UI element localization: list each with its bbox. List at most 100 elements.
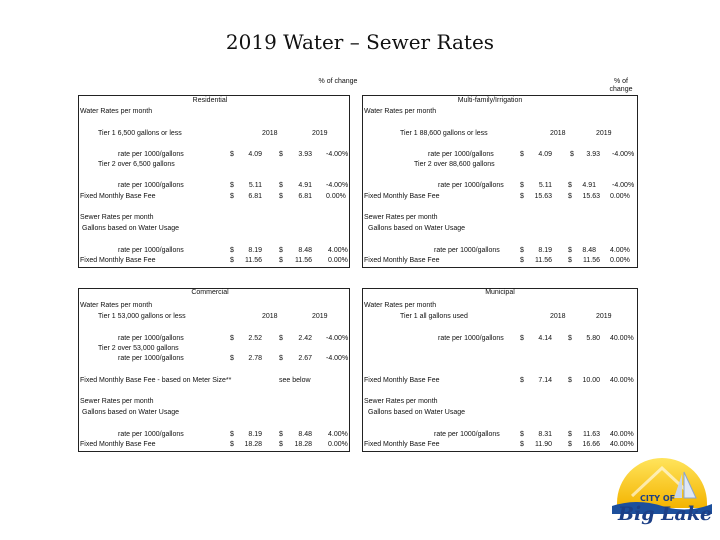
- commercial-rate1-pct: -4.00%: [326, 335, 349, 342]
- currency-symbol: $: [279, 355, 283, 362]
- municipal-year-2019: 2019: [596, 313, 612, 320]
- currency-symbol: $: [279, 247, 283, 254]
- multi-tier2-label: Tier 2 over 88,600 gallons: [414, 161, 495, 168]
- currency-symbol: $: [230, 431, 234, 438]
- municipal-sewer-fixed-pct: 40.00%: [610, 441, 634, 448]
- multi-header: Multi-family/Irrigation: [457, 97, 523, 104]
- currency-symbol: $: [279, 151, 283, 158]
- commercial-water-rates-label: Water Rates per month: [80, 302, 153, 309]
- residential-rate2-2019: 4.91: [298, 182, 312, 189]
- commercial-panel: [78, 288, 350, 452]
- residential-rate2-2018: 5.11: [248, 182, 262, 189]
- commercial-sewer-rate-label: rate per 1000/gallons: [118, 431, 184, 438]
- multi-rate1-2019: 3.93: [586, 151, 600, 158]
- commercial-sewer-label: Sewer Rates per month: [80, 398, 154, 405]
- municipal-sewer-fixed-label: Fixed Monthly Base Fee: [364, 441, 440, 448]
- currency-symbol: $: [230, 182, 234, 189]
- currency-symbol: $: [520, 257, 524, 264]
- multi-rate2-2019: 4.91: [582, 182, 596, 189]
- currency-symbol: $: [230, 247, 234, 254]
- logo-city-of-text: CITY OF: [640, 494, 676, 503]
- multi-sewer-fixed-2018: 11.56: [535, 257, 552, 264]
- currency-symbol: $: [230, 355, 234, 362]
- multi-rate1-2018: 4.09: [538, 151, 552, 158]
- multi-sewer-rate-pct: 4.00%: [610, 247, 630, 254]
- commercial-sewer-sub: Gallons based on Water Usage: [82, 409, 180, 416]
- residential-year-2018: 2018: [262, 130, 278, 137]
- currency-symbol: $: [520, 377, 524, 384]
- commercial-tier2-label: Tier 2 over 53,000 gallons: [98, 345, 179, 352]
- commercial-rate1-2019: 2.42: [298, 335, 312, 342]
- residential-sewer-fixed-label: Fixed Monthly Base Fee: [80, 257, 156, 264]
- municipal-year-2018: 2018: [550, 313, 566, 320]
- multi-rate1-pct: -4.00%: [612, 151, 635, 158]
- municipal-sewer-sub: Gallons based on Water Usage: [368, 409, 466, 416]
- multi-sewer-rate-label: rate per 1000/gallons: [434, 247, 500, 254]
- currency-symbol: $: [568, 247, 572, 254]
- multi-fixed-2019: 15.63: [582, 193, 600, 200]
- currency-symbol: $: [230, 257, 234, 264]
- currency-symbol: $: [568, 257, 572, 264]
- currency-symbol: $: [520, 247, 524, 254]
- commercial-header: Commercial: [191, 289, 229, 296]
- residential-rate2-pct: -4.00%: [326, 182, 349, 189]
- page-title: 2019 Water – Sewer Rates: [225, 30, 495, 54]
- residential-rate1-pct: -4.00%: [326, 151, 349, 158]
- municipal-header: Municipal: [485, 289, 515, 296]
- currency-symbol: $: [568, 193, 572, 200]
- multi-year-2019: 2019: [596, 130, 612, 137]
- currency-symbol: $: [230, 441, 234, 448]
- commercial-sewer-rate-2018: 8.19: [248, 431, 262, 438]
- commercial-sewer-fixed-label: Fixed Monthly Base Fee: [80, 441, 156, 448]
- commercial-sewer-fixed-2018: 18.28: [244, 441, 262, 448]
- municipal-rate1-2019: 5.80: [586, 335, 600, 342]
- residential-sewer-rate-pct: 4.00%: [328, 247, 348, 254]
- commercial-sewer-rate-2019: 8.48: [298, 431, 312, 438]
- currency-symbol: $: [568, 377, 572, 384]
- multi-tier1-label: Tier 1 88,600 gallons or less: [400, 130, 488, 137]
- city-logo-graphic: [612, 458, 712, 514]
- residential-tier1-label: Tier 1 6,500 gallons or less: [98, 130, 182, 137]
- multi-rate2-pct: -4.00%: [612, 182, 635, 189]
- multi-year-2018: 2018: [550, 130, 566, 137]
- municipal-fixed-pct: 40.00%: [610, 377, 634, 384]
- commercial-rate2-2018: 2.78: [248, 355, 262, 362]
- currency-symbol: $: [568, 441, 572, 448]
- commercial-sewer-fixed-2019: 18.28: [294, 441, 312, 448]
- currency-symbol: $: [279, 182, 283, 189]
- residential-fixed-2019: 6.81: [298, 193, 312, 200]
- currency-symbol: $: [279, 431, 283, 438]
- multi-sewer-rate-2018: 8.19: [538, 247, 552, 254]
- currency-symbol: $: [279, 335, 283, 342]
- currency-symbol: $: [568, 182, 572, 189]
- currency-symbol: $: [230, 151, 234, 158]
- currency-symbol: $: [520, 431, 524, 438]
- currency-symbol: $: [279, 257, 283, 264]
- commercial-rate2-2019: 2.67: [298, 355, 312, 362]
- residential-panel: [78, 95, 350, 268]
- residential-fixed-2018: 6.81: [248, 193, 262, 200]
- residential-header: Residential: [192, 97, 228, 104]
- multi-sewer-sub: Gallons based on Water Usage: [368, 225, 466, 232]
- currency-symbol: $: [520, 193, 524, 200]
- multi-rate1-label: rate per 1000/gallons: [428, 151, 494, 158]
- residential-rate1-2018: 4.09: [248, 151, 262, 158]
- residential-tier2-label: Tier 2 over 6,500 gallons: [98, 161, 175, 168]
- residential-sewer-rate-label: rate per 1000/gallons: [118, 247, 184, 254]
- currency-symbol: $: [568, 431, 572, 438]
- residential-sewer-fixed-2019: 11.56: [295, 257, 312, 264]
- municipal-sewer-fixed-2019: 16.66: [582, 441, 600, 448]
- municipal-fixed-label: Fixed Monthly Base Fee: [364, 377, 440, 384]
- municipal-fixed-2019: 10.00: [582, 377, 600, 384]
- residential-pct-header: % of change: [318, 78, 358, 85]
- municipal-tier1-label: Tier 1 all gallons used: [400, 313, 468, 320]
- multi-fixed-pct: 0.00%: [610, 193, 630, 200]
- currency-symbol: $: [520, 151, 524, 158]
- multi-pct-header: % of change: [609, 78, 633, 93]
- commercial-rate1-2018: 2.52: [248, 335, 262, 342]
- commercial-tier1-label: Tier 1 53,000 gallons or less: [98, 313, 186, 320]
- municipal-panel: [362, 288, 638, 452]
- currency-symbol: $: [570, 151, 574, 158]
- multi-fixed-label: Fixed Monthly Base Fee: [364, 193, 440, 200]
- municipal-sewer-label: Sewer Rates per month: [364, 398, 438, 405]
